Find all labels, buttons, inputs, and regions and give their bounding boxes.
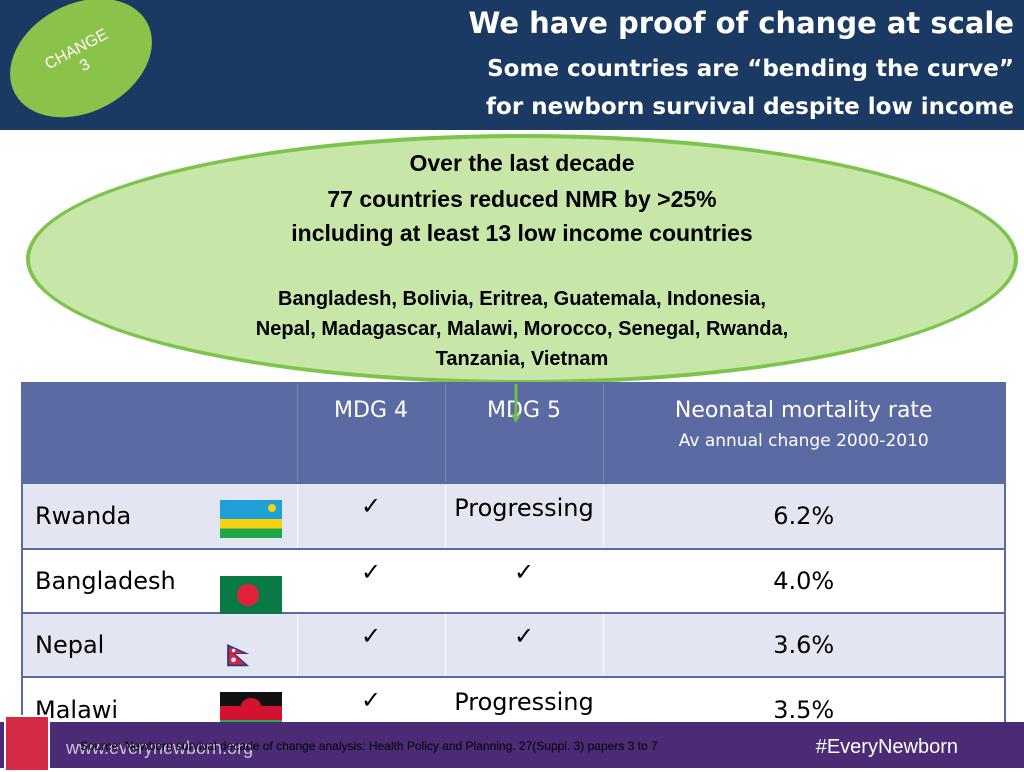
mdg5-cell: Progressing <box>445 482 604 549</box>
header-mdg5: MDG 5 <box>445 383 604 483</box>
table-header-row: MDG 4 MDG 5 Neonatal mortality rate Av a… <box>22 383 1006 483</box>
nmr-cell: 6.2% <box>603 482 1006 549</box>
header-mdg4: MDG 4 <box>297 383 446 483</box>
mdg4-cell: ✓ <box>297 548 446 613</box>
slide-title: We have proof of change at scale <box>468 6 1014 40</box>
header-nmr: Neonatal mortality rate Av annual change… <box>603 383 1006 483</box>
mdg5-cell: ✓ <box>445 548 604 613</box>
rwanda-flag-icon <box>220 500 282 538</box>
nmr-cell: 3.6% <box>603 612 1006 677</box>
mdg4-cell: ✓ <box>297 612 446 677</box>
callout-countries3: Tanzania, Vietnam <box>435 348 609 370</box>
country-name: Rwanda <box>35 502 132 530</box>
mdg5-cell: ✓ <box>445 612 604 677</box>
header-nmr-title: Neonatal mortality rate <box>674 398 933 423</box>
callout-ellipse <box>26 134 1018 384</box>
callout-countries2: Nepal, Madagascar, Malawi, Morocco, Sene… <box>255 318 789 340</box>
hashtag: #EveryNewborn <box>815 736 958 758</box>
callout-line3: including at least 13 low income countri… <box>291 220 753 246</box>
country-table: MDG 4 MDG 5 Neonatal mortality rate Av a… <box>21 382 1006 744</box>
mdg4-cell: ✓ <box>297 482 446 549</box>
change-badge: CHANGE 3 <box>0 0 173 141</box>
slide-subtitle-line1: Some countries are “bending the curve” <box>487 56 1014 82</box>
footer-bar: www.everynewborn.org Source: Newborn sur… <box>0 722 1024 768</box>
country-name: Bangladesh <box>35 567 176 595</box>
footer-url[interactable]: www.everynewborn.org <box>66 738 254 758</box>
source-citation: Source: Newborn survival decade of chang… <box>80 739 658 753</box>
callout-countries1: Bangladesh, Bolivia, Eritrea, Guatemala,… <box>278 288 766 310</box>
report-cover-icon <box>4 715 50 772</box>
header-country <box>22 383 298 483</box>
slide-subtitle-line2: for newborn survival despite low income <box>486 94 1014 120</box>
callout-line2: 77 countries reduced NMR by >25% <box>327 186 717 212</box>
country-cell: Rwanda <box>22 482 298 549</box>
country-cell: Bangladesh <box>22 548 298 614</box>
callout-line1: Over the last decade <box>409 150 635 176</box>
table-row: Nepal ✓ ✓ 3.6% <box>22 612 1006 677</box>
bangladesh-flag-icon <box>220 576 282 614</box>
down-arrow-icon <box>511 384 521 424</box>
badge-line2: 3 <box>77 55 93 76</box>
country-cell: Nepal <box>22 612 298 677</box>
nmr-cell: 4.0% <box>603 548 1006 613</box>
header-nmr-sub: Av annual change 2000-2010 <box>678 431 929 451</box>
badge-line1: CHANGE <box>42 26 111 74</box>
country-name: Nepal <box>35 631 105 659</box>
nepal-flag-icon <box>227 644 250 667</box>
table-row: Bangladesh ✓ ✓ 4.0% <box>22 548 1006 614</box>
table-row: Rwanda ✓ Progressing 6.2% <box>22 482 1006 549</box>
title-banner: We have proof of change at scale Some co… <box>0 0 1024 141</box>
